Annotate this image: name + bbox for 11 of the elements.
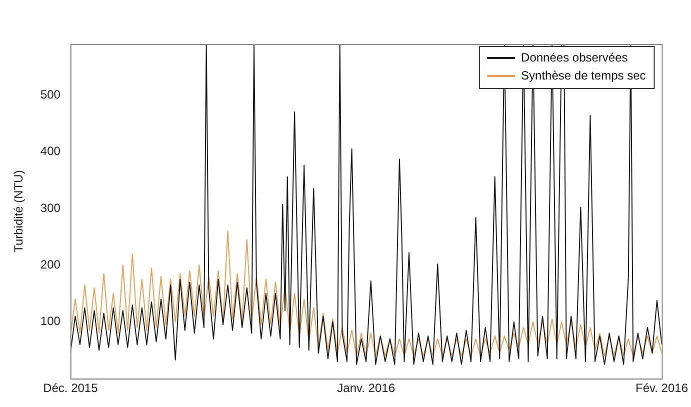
y-tick-label: 300: [40, 200, 61, 215]
y-tick-label: 500: [40, 87, 61, 102]
x-tick-label: Déc. 2015: [43, 381, 98, 396]
legend-label: Données observées: [521, 50, 628, 64]
x-tick-label: Janv. 2016: [337, 381, 396, 396]
y-tick-label: 400: [40, 144, 61, 158]
y-tick-label: 100: [40, 314, 61, 328]
y-axis-title: Turbidité (NTU): [12, 170, 26, 252]
x-tick-label: Fév. 2016: [636, 381, 688, 396]
legend-label: Synthèse de temps sec: [521, 68, 646, 82]
y-tick-label: 200: [40, 257, 61, 272]
